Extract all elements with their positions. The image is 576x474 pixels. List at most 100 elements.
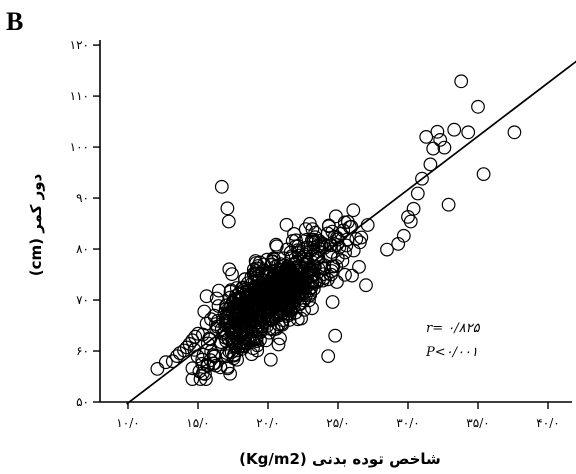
data-point — [415, 171, 429, 186]
data-point — [224, 345, 239, 360]
data-point — [317, 267, 331, 282]
panel-label: B — [6, 7, 23, 36]
data-point — [471, 99, 485, 114]
data-point — [423, 157, 438, 172]
data-point — [273, 331, 287, 346]
data-point — [225, 267, 239, 282]
y-tick-label: ۷۰ — [76, 293, 89, 307]
r-annotation: r= ۰/۸۲۵ — [426, 321, 481, 336]
data-point — [338, 267, 352, 282]
data-point — [258, 303, 273, 318]
data-point — [165, 354, 180, 369]
data-point — [223, 366, 238, 381]
data-point — [288, 268, 303, 283]
y-tick-label: ۱۱۰ — [70, 89, 89, 103]
data-point — [200, 358, 215, 372]
data-point — [305, 301, 319, 316]
data-point — [353, 235, 367, 250]
p-annotation: P<۰/۰۰۱ — [425, 345, 478, 360]
data-point — [285, 233, 300, 248]
y-ticks: ۵۰ ۶۰ ۷۰ ۸۰ ۹۰ ۱۰۰ ۱۱۰ ۱۲۰ — [70, 38, 100, 409]
data-point — [251, 280, 266, 294]
data-point — [274, 316, 289, 331]
data-point — [260, 280, 274, 295]
data-point — [229, 312, 244, 326]
data-point — [267, 281, 281, 296]
x-tick-label: ۲۰/۰ — [256, 416, 279, 430]
data-point — [250, 282, 264, 297]
data-point — [303, 286, 318, 301]
data-point — [299, 232, 314, 247]
data-point — [327, 229, 342, 244]
data-point — [287, 226, 301, 241]
data-point — [339, 238, 354, 253]
y-tick-label: ۵۰ — [76, 395, 89, 409]
data-point — [254, 319, 269, 334]
data-point — [264, 257, 279, 272]
data-point — [430, 124, 445, 139]
x-ticks: ۱۰/۰ ۱۵/۰ ۲۰/۰ ۲۵/۰ ۳۰/۰ ۳۵/۰ ۴۰/۰ — [116, 402, 560, 430]
data-point — [345, 268, 359, 283]
data-point — [303, 216, 317, 231]
data-point — [255, 283, 270, 298]
regression-line — [126, 60, 576, 405]
plot-area: ۱۰/۰ ۱۵/۰ ۲۰/۰ ۲۵/۰ ۳۰/۰ ۳۵/۰ ۴۰/۰ ۵۰ ۶۰ ۷۰ ۸۰ ۹۰ ۱… — [70, 38, 576, 430]
data-point — [267, 276, 282, 291]
data-point — [269, 296, 284, 311]
data-point — [346, 203, 361, 218]
data-point — [341, 215, 355, 229]
data-point — [227, 335, 242, 350]
data-point — [328, 328, 343, 343]
data-point — [261, 311, 276, 326]
data-point — [454, 74, 469, 89]
data-points — [150, 74, 522, 387]
data-point — [195, 352, 210, 367]
y-tick-label: ۱۰۰ — [70, 140, 89, 154]
data-point — [315, 273, 330, 288]
data-point — [204, 312, 218, 327]
data-point — [279, 217, 294, 232]
data-point — [158, 355, 173, 370]
data-point — [226, 351, 241, 366]
data-point — [410, 186, 425, 201]
data-point — [222, 262, 237, 277]
data-point — [441, 197, 456, 212]
x-tick-label: ۲۵/۰ — [326, 416, 349, 430]
y-tick-label: ۱۲۰ — [70, 38, 89, 52]
data-point — [310, 239, 325, 254]
data-point — [419, 129, 434, 144]
data-point — [244, 313, 259, 327]
x-tick-label: ۱۵/۰ — [186, 416, 209, 430]
data-point — [359, 278, 373, 293]
data-point — [271, 337, 286, 352]
x-tick-label: ۱۰/۰ — [116, 416, 139, 430]
data-point — [403, 214, 418, 229]
data-point — [349, 231, 364, 246]
data-point — [476, 167, 491, 182]
data-point — [507, 125, 522, 140]
data-point — [211, 299, 226, 313]
data-point — [291, 246, 306, 261]
data-point — [329, 209, 343, 224]
data-point — [316, 236, 331, 251]
data-point — [426, 141, 441, 156]
data-point — [317, 271, 332, 285]
data-point — [202, 331, 217, 346]
data-point — [437, 140, 452, 155]
data-point — [187, 342, 202, 357]
data-point — [199, 289, 214, 304]
data-point — [263, 352, 278, 367]
data-point — [447, 122, 462, 137]
data-point — [199, 316, 214, 331]
y-axis-title: (cm) دور کمر — [27, 173, 45, 276]
data-point — [325, 259, 340, 274]
data-point — [221, 214, 236, 229]
data-point — [228, 301, 243, 316]
data-point — [321, 219, 336, 234]
data-point — [179, 340, 194, 355]
data-point — [209, 291, 224, 306]
data-point — [214, 179, 229, 194]
data-point — [185, 372, 200, 387]
data-point — [352, 260, 366, 274]
